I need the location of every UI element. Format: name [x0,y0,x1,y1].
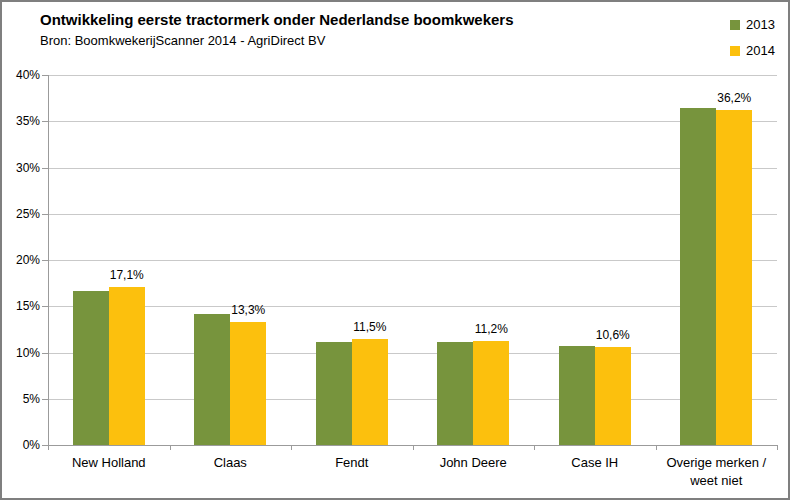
x-axis-category-label: New Holland [48,454,170,472]
bar-2014-claas [230,322,266,445]
y-axis-label: 15% [2,299,40,313]
gridline-10 [48,353,777,354]
y-axis-label: 40% [2,68,40,82]
data-label-2014: 10,6% [583,328,643,342]
data-label-2014: 11,2% [461,322,521,336]
x-axis-category-label: Fendt [291,454,413,472]
gridline-5 [48,399,777,400]
chart-frame: Ontwikkeling eerste tractormerk onder Ne… [0,0,790,500]
bar-2014-new-holland [109,287,145,445]
x-axis-category-label: Claas [170,454,292,472]
y-axis-line [48,75,49,446]
x-axis-category-label: John Deere [413,454,535,472]
plot-area: 0% 5% 10% 15% 20% 25% 30% 35% 40% 17,1% New Hollan… [2,2,790,500]
gridline-20 [48,260,777,261]
data-label-2014: 17,1% [97,268,157,282]
bar-2013-overige-merken-weet-niet [680,108,716,445]
bar-2013-john-deere [437,342,473,445]
bar-2014-case-ih [595,347,631,445]
gridline-35 [48,121,777,122]
data-label-2014: 11,5% [340,320,400,334]
y-axis-label: 10% [2,346,40,360]
x-axis-tick [777,445,778,450]
bar-2014-john-deere [473,341,509,445]
bar-2013-claas [194,314,230,445]
data-label-2014: 36,2% [704,91,764,105]
gridline-40 [48,75,777,76]
bar-2014-fendt [352,339,388,445]
gridline-30 [48,168,777,169]
data-label-2014: 13,3% [218,303,278,317]
gridline-15 [48,306,777,307]
y-axis-label: 25% [2,207,40,221]
bar-2013-case-ih [559,346,595,445]
x-axis-line [48,445,777,446]
y-axis-label: 0% [2,438,40,452]
bar-2014-overige-merken-weet-niet [716,110,752,445]
y-axis-label: 30% [2,161,40,175]
gridline-25 [48,214,777,215]
bar-2013-fendt [316,342,352,445]
y-axis-label: 5% [2,392,40,406]
y-axis-label: 35% [2,114,40,128]
bar-2013-new-holland [73,291,109,445]
y-axis-label: 20% [2,253,40,267]
x-axis-category-label: Case IH [534,454,656,472]
x-axis-category-label: Overige merken / weet niet [656,454,778,490]
